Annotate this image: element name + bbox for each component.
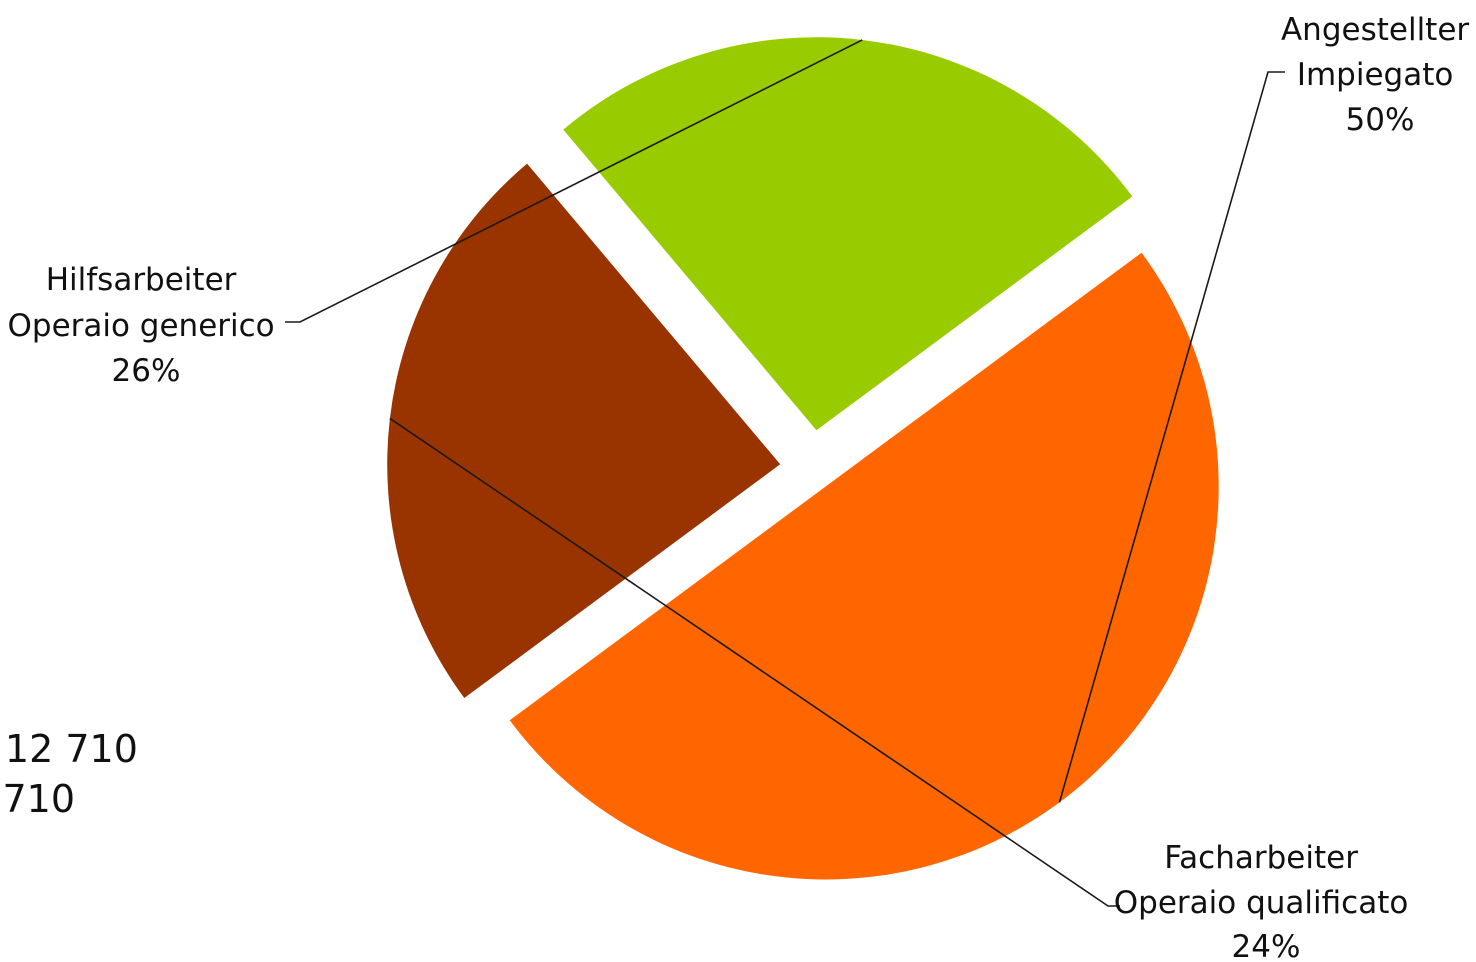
- slice-label-facharbeiter-line1: Facharbeiter: [1164, 840, 1358, 876]
- slice-label-angestellter: Angestellter Impiegato 50%: [1281, 12, 1476, 138]
- slice-label-facharbeiter-line2: Operaio qualificato: [1114, 885, 1409, 921]
- pie-slice-1: [509, 252, 1219, 880]
- slice-label-hilfsarbeiter-percent: 26%: [112, 353, 181, 389]
- leader-line-1: [1058, 71, 1285, 803]
- side-note-line2: 710: [2, 777, 75, 821]
- side-note: : 12 710 710: [0, 727, 150, 821]
- leader-line-2: [389, 417, 1120, 907]
- pie-slice-3: [563, 37, 1133, 431]
- slice-label-angestellter-line1: Angestellter: [1281, 12, 1469, 48]
- slice-label-hilfsarbeiter: Hilfsarbeiter Operaio generico 26%: [7, 262, 284, 389]
- slice-label-hilfsarbeiter-line1: Hilfsarbeiter: [46, 262, 237, 298]
- leader-line-3: [285, 39, 863, 323]
- slice-label-facharbeiter-percent: 24%: [1232, 929, 1301, 962]
- pie-slice-2: [387, 163, 781, 699]
- slice-label-angestellter-line2: Impiegato: [1297, 57, 1454, 93]
- slice-label-hilfsarbeiter-line2: Operaio generico: [7, 308, 274, 344]
- pie-slices: [387, 37, 1219, 880]
- slice-label-facharbeiter: Facharbeiter Operaio qualificato 24%: [1114, 840, 1418, 962]
- side-note-line1: : 12 710: [0, 727, 138, 771]
- leader-lines: [285, 39, 1285, 907]
- slice-label-angestellter-percent: 50%: [1346, 102, 1415, 138]
